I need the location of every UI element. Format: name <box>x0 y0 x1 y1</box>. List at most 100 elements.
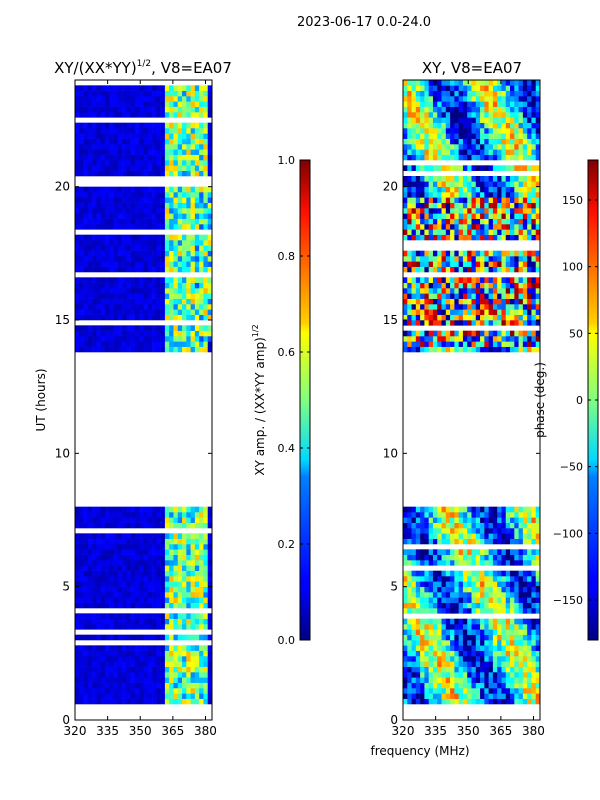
heatmap-cell <box>143 645 149 651</box>
heatmap-cell <box>484 688 489 694</box>
heatmap-cell <box>420 672 425 678</box>
heatmap-cell <box>186 293 191 299</box>
heatmap-cell <box>441 314 447 321</box>
heatmap-cell <box>152 677 157 683</box>
heatmap-cell <box>407 560 412 566</box>
heatmap-cell <box>92 650 97 657</box>
heatmap-cell <box>480 304 485 310</box>
heatmap-cell <box>420 320 425 326</box>
heatmap-cell <box>186 101 191 107</box>
heatmap-cell <box>411 597 417 603</box>
heatmap-cell <box>424 528 429 534</box>
heatmap-cell <box>403 117 408 123</box>
heatmap-cell <box>147 224 153 230</box>
heatmap-cell <box>147 336 153 342</box>
heatmap-cell <box>130 570 136 577</box>
heatmap-cell <box>173 101 179 107</box>
heatmap-cell <box>510 330 515 337</box>
heatmap-cell <box>480 538 485 545</box>
heatmap-cell <box>450 517 455 523</box>
heatmap-cell <box>139 602 144 609</box>
heatmap-cell <box>454 682 459 689</box>
heatmap-cell <box>173 154 179 161</box>
heatmap-cell <box>445 122 451 129</box>
heatmap-cell <box>407 597 412 603</box>
heatmap-cell <box>437 298 442 305</box>
heatmap-cell <box>190 661 196 667</box>
heatmap-cell <box>501 213 507 219</box>
heatmap-cell <box>518 293 524 299</box>
heatmap-cell <box>87 250 93 257</box>
heatmap-cell <box>467 506 472 513</box>
heatmap-cell <box>441 624 447 630</box>
heatmap-cell <box>488 341 494 347</box>
heatmap-cell <box>437 693 442 699</box>
heatmap-cell <box>139 170 144 177</box>
heatmap-cell <box>186 208 191 214</box>
heatmap-cell <box>522 634 528 641</box>
heatmap-cell <box>432 261 438 267</box>
heatmap-cell <box>428 346 434 353</box>
heatmap-cell <box>488 144 494 150</box>
heatmap-cell <box>100 661 106 667</box>
heatmap-cell <box>497 576 502 582</box>
heatmap-cell <box>462 656 468 662</box>
heatmap-cell <box>199 538 204 545</box>
heatmap-cell <box>488 202 494 209</box>
heatmap-cell <box>113 309 119 315</box>
heatmap-cell <box>199 122 204 129</box>
heatmap-cell <box>156 122 161 129</box>
heatmap-cell <box>432 133 438 139</box>
heatmap-cell <box>407 592 412 598</box>
heatmap-cell <box>194 336 200 342</box>
heatmap-cell <box>194 277 200 283</box>
heatmap-cell <box>75 666 80 673</box>
heatmap-cell <box>445 581 451 587</box>
heatmap-cell <box>160 112 166 118</box>
heatmap-cell <box>194 549 200 555</box>
heatmap-cell <box>147 149 153 155</box>
heatmap-cell <box>450 538 455 545</box>
heatmap-cell <box>122 96 127 102</box>
heatmap-cell <box>450 624 455 630</box>
heatmap-cell <box>454 650 459 657</box>
heatmap-cell <box>126 314 131 321</box>
heatmap-cell <box>109 560 114 566</box>
heatmap-cell <box>531 101 537 107</box>
heatmap-cell <box>203 261 209 267</box>
heatmap-cell <box>207 554 213 561</box>
heatmap-cell <box>117 192 123 198</box>
heatmap-cell <box>484 256 489 262</box>
heatmap-cell <box>420 224 425 230</box>
heatmap-cell <box>501 698 507 705</box>
heatmap-cell <box>403 304 408 310</box>
heatmap-cell <box>109 154 114 161</box>
heatmap-cell <box>437 512 442 518</box>
heatmap-cell <box>156 261 161 267</box>
heatmap-cell <box>522 330 528 337</box>
heatmap-cell <box>100 197 106 203</box>
heatmap-cell <box>152 330 157 337</box>
heatmap-cell <box>424 304 429 310</box>
heatmap-cell <box>445 512 451 518</box>
heatmap-cell <box>501 122 507 129</box>
heatmap-cell <box>420 298 425 305</box>
heatmap-cell <box>424 597 429 603</box>
heatmap-cell <box>79 336 84 342</box>
heatmap-cell <box>505 277 511 283</box>
heatmap-cell <box>501 266 507 273</box>
heatmap-cell <box>510 304 515 310</box>
heatmap-cell <box>437 266 442 273</box>
heatmap-cell <box>458 309 464 315</box>
heatmap-cell <box>492 314 498 321</box>
heatmap-cell <box>522 90 528 97</box>
heatmap-cell <box>505 224 511 230</box>
heatmap-cell <box>152 202 157 209</box>
heatmap-cell <box>199 666 204 673</box>
heatmap-cell <box>92 122 97 129</box>
heatmap-cell <box>475 154 481 161</box>
heatmap-cell <box>437 176 442 182</box>
heatmap-cell <box>177 602 183 609</box>
heatmap-cell <box>531 128 537 134</box>
heatmap-cell <box>437 101 442 107</box>
